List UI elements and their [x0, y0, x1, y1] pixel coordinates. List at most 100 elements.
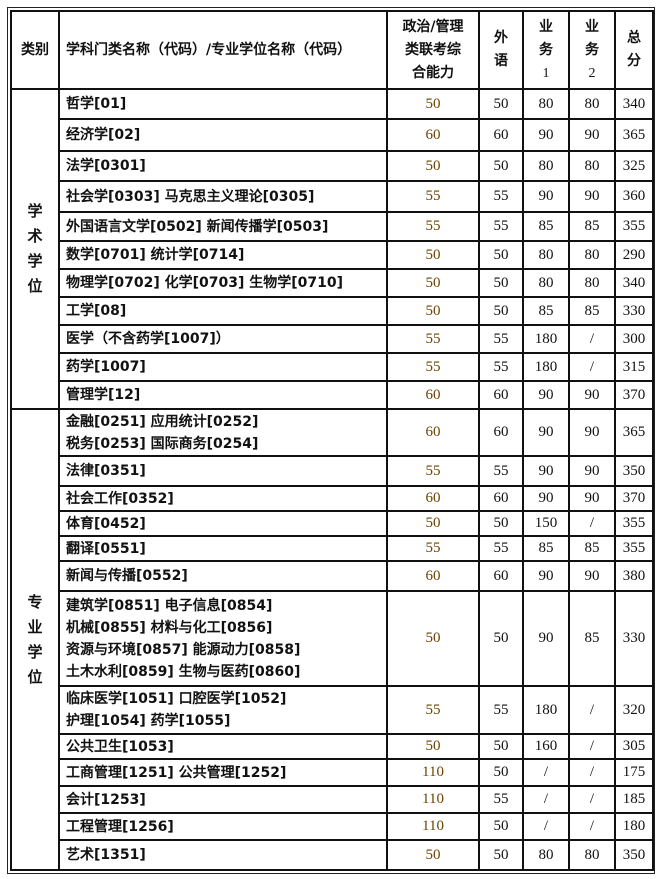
subject1-score: 80: [522, 839, 570, 871]
politics-score: 60: [386, 485, 480, 512]
foreign-language-score: 50: [478, 240, 524, 270]
politics-score: 110: [386, 812, 480, 841]
foreign-language-score: 55: [478, 785, 524, 814]
foreign-language-score: 50: [478, 590, 524, 687]
table-row: 经济学[02] 60 60 90 90 365: [11, 118, 654, 152]
foreign-language-score: 50: [478, 758, 524, 787]
subject2-score: 80: [568, 150, 616, 182]
program-name: 数学[0701] 统计学[0714]: [58, 240, 388, 270]
program-name: 会计[1253]: [58, 785, 388, 814]
total-score: 175: [614, 758, 654, 787]
table-row: 社会学[0303] 马克思主义理论[0305] 55 55 90 90 360: [11, 180, 654, 213]
program-name: 管理学[12]: [58, 380, 388, 410]
subject1-score: 90: [522, 590, 570, 687]
foreign-language-score: 50: [478, 268, 524, 298]
subject1-score: 180: [522, 352, 570, 382]
subject1-score: 80: [522, 268, 570, 298]
program-name: 工程管理[1256]: [58, 812, 388, 841]
politics-score: 50: [386, 839, 480, 871]
politics-score: 50: [386, 590, 480, 687]
subject2-score: 90: [568, 485, 616, 512]
foreign-language-score: 55: [478, 324, 524, 354]
program-name: 法律[0351]: [58, 455, 388, 487]
program-name: 法学[0301]: [58, 150, 388, 182]
foreign-language-score: 55: [478, 455, 524, 487]
politics-score: 55: [386, 324, 480, 354]
politics-score: 50: [386, 510, 480, 537]
program-name: 外国语言文学[0502] 新闻传播学[0503]: [58, 211, 388, 242]
subject1-score: 90: [522, 180, 570, 213]
subject2-score: /: [568, 812, 616, 841]
subject1-score: 80: [522, 150, 570, 182]
subject1-score: /: [522, 758, 570, 787]
subject2-score: 90: [568, 180, 616, 213]
politics-score: 60: [386, 118, 480, 152]
foreign-language-score: 50: [478, 510, 524, 537]
total-score: 185: [614, 785, 654, 814]
subject2-score: 80: [568, 839, 616, 871]
total-score: 365: [614, 118, 654, 152]
politics-score: 55: [386, 455, 480, 487]
program-name: 经济学[02]: [58, 118, 388, 152]
total-score: 340: [614, 88, 654, 120]
header-category: 类别: [10, 10, 60, 90]
total-score: 305: [614, 733, 654, 760]
subject1-score: 90: [522, 380, 570, 410]
total-score: 330: [614, 590, 654, 687]
table-row: 临床医学[1051] 口腔医学[1052] 护理[1054] 药学[1055] 55…: [11, 685, 654, 735]
politics-score: 55: [386, 211, 480, 242]
foreign-language-score: 50: [478, 88, 524, 120]
program-name: 翻译[0551]: [58, 535, 388, 562]
subject1-score: 90: [522, 455, 570, 487]
politics-score: 50: [386, 88, 480, 120]
table-row: 医学（不含药学[1007]） 55 55 180/300: [11, 324, 654, 354]
subject1-score: 85: [522, 535, 570, 562]
subject1-score: 180: [522, 324, 570, 354]
politics-score: 60: [386, 560, 480, 592]
politics-score: 60: [386, 408, 480, 457]
table-row: 物理学[0702] 化学[0703] 生物学[0710] 50 50 80 80 340: [11, 268, 654, 298]
foreign-language-score: 60: [478, 118, 524, 152]
subject2-score: 90: [568, 455, 616, 487]
subject2-score: /: [568, 685, 616, 735]
total-score: 350: [614, 839, 654, 871]
subject1-score: 85: [522, 211, 570, 242]
table-row: 工程管理[1256] 110 50//180: [11, 812, 654, 841]
table-row: 会计[1253] 110 55//185: [11, 785, 654, 814]
program-name: 临床医学[1051] 口腔医学[1052] 护理[1054] 药学[1055]: [58, 685, 388, 735]
foreign-language-score: 60: [478, 485, 524, 512]
table-row: 专业学位金融[0251] 应用统计[0252] 税务[0253] 国际商务[025…: [10, 408, 654, 871]
subject2-score: 85: [568, 296, 616, 326]
foreign-language-score: 55: [478, 535, 524, 562]
program-name: 哲学[01]: [58, 88, 388, 120]
foreign-language-score: 55: [478, 685, 524, 735]
total-score: 340: [614, 268, 654, 298]
table-row: 社会工作[0352] 60 60 90 90 370: [11, 485, 654, 512]
table-row: 体育[0452] 50 50 150/355: [11, 510, 654, 537]
header-name: 学科门类名称（代码）/专业学位名称（代码）: [58, 10, 388, 90]
politics-score: 50: [386, 150, 480, 182]
politics-score: 50: [386, 733, 480, 760]
table-row: 管理学[12] 60 60 90 90 370: [11, 380, 654, 410]
foreign-language-score: 50: [478, 296, 524, 326]
subject2-score: /: [568, 510, 616, 537]
total-score: 330: [614, 296, 654, 326]
subject2-score: 80: [568, 88, 616, 120]
table-frame: [7, 7, 655, 874]
program-name: 药学[1007]: [58, 352, 388, 382]
politics-score: 110: [386, 758, 480, 787]
foreign-language-score: 50: [478, 150, 524, 182]
foreign-language-score: 50: [478, 839, 524, 871]
politics-score: 50: [386, 296, 480, 326]
total-score: 320: [614, 685, 654, 735]
subject2-score: /: [568, 758, 616, 787]
table-row: 法律[0351] 55 55 90 90 350: [11, 455, 654, 487]
program-name: 社会工作[0352]: [58, 485, 388, 512]
subject1-score: 90: [522, 560, 570, 592]
foreign-language-score: 60: [478, 380, 524, 410]
header-total: 总分: [614, 10, 654, 90]
category-cell: 专业学位: [10, 408, 60, 871]
subject1-score: 150: [522, 510, 570, 537]
foreign-language-score: 55: [478, 352, 524, 382]
